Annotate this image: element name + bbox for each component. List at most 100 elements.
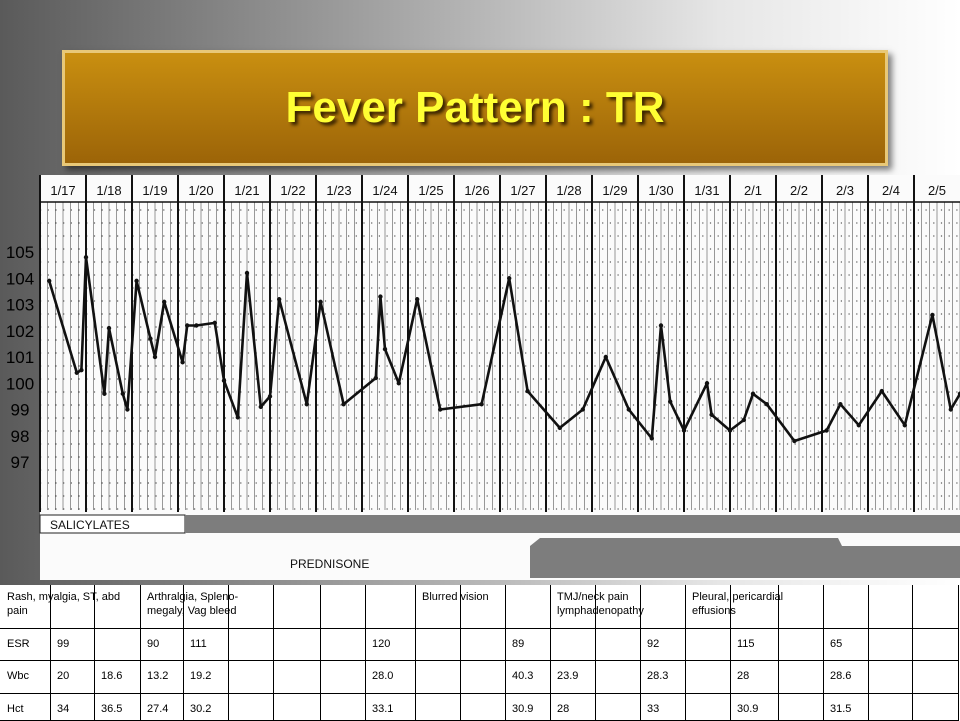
table-cell: [730, 585, 779, 629]
y-tick-label: 104: [6, 269, 34, 288]
table-cell: [868, 660, 913, 694]
table-cell: [273, 660, 321, 694]
cell-text: 30.2: [190, 703, 212, 715]
fever-point: [557, 425, 562, 431]
x-tick-label: 2/3: [836, 183, 854, 198]
slide-title: Fever Pattern : TR: [285, 83, 665, 132]
cell-text: Wbc: [7, 670, 29, 682]
table-cell: [228, 660, 274, 694]
table-cell: [685, 660, 731, 694]
table-cell: [183, 660, 229, 694]
x-tick-label: 1/27: [510, 183, 535, 198]
table-cell: [868, 585, 913, 629]
fever-point: [792, 438, 797, 444]
table-cell: [730, 628, 779, 661]
table-cell: [595, 585, 641, 629]
fever-point: [838, 402, 843, 407]
fever-point: [106, 325, 112, 331]
table-cell: [912, 628, 959, 661]
cell-text: 120: [372, 638, 391, 650]
table-cell: [140, 660, 184, 694]
fever-point: [373, 375, 378, 381]
table-cell: [550, 660, 596, 694]
fever-point: [47, 278, 52, 284]
cell-text: 33.1: [372, 703, 394, 715]
cell-text: 99: [57, 638, 70, 650]
x-tick-label: 1/18: [96, 183, 121, 198]
x-tick-label: 1/20: [188, 183, 213, 198]
fever-point: [221, 378, 227, 383]
fever-point: [415, 297, 420, 302]
header-text: Blurred vision: [422, 591, 489, 603]
fever-point: [580, 407, 585, 412]
table-cell: [778, 585, 824, 629]
fever-point: [83, 255, 89, 260]
prednisone-bar: [530, 538, 960, 578]
x-tick-label: 1/31: [694, 183, 719, 198]
table-cell: [365, 660, 416, 694]
fever-point: [507, 276, 512, 281]
cell-text: 92: [647, 638, 660, 650]
table-cell: [685, 585, 731, 629]
header-text: Arthralgia, Spleno-megaly, Vag bleed: [147, 591, 239, 617]
table-cell: [685, 693, 731, 721]
y-tick-label: 102: [6, 322, 34, 341]
fever-point: [396, 381, 401, 386]
fever-point: [479, 402, 484, 407]
table-cell: [640, 660, 686, 694]
fever-point: [318, 299, 323, 305]
fever-chart: 1/17 1/18 1/19 1/20 1/21 1/22 1/23 1/24 1/25 1/26…: [6, 175, 960, 580]
fever-point: [152, 354, 158, 360]
x-tick-label: 1/24: [372, 183, 397, 198]
table-cell: [640, 585, 686, 629]
table-cell: [823, 628, 869, 661]
table-cell: [823, 660, 869, 694]
cell-text: 65: [830, 638, 843, 650]
fever-point: [764, 402, 769, 407]
table-cell: [505, 585, 551, 629]
table-cell: [415, 660, 461, 694]
cell-text: 111: [190, 638, 207, 650]
fever-point: [525, 388, 530, 394]
lab-table: Rash, myalgia, ST, abd pain Arthralgia, S…: [0, 585, 960, 721]
fever-point: [438, 407, 443, 412]
table-cell: [415, 628, 461, 661]
x-tick-label: 2/5: [928, 183, 946, 198]
table-cell: [505, 628, 551, 661]
table-cell: [273, 693, 321, 721]
fever-point: [603, 354, 608, 360]
x-tick-label: 2/1: [744, 183, 762, 198]
salicylates-bar: [185, 515, 960, 533]
table-cell: [320, 585, 366, 629]
table-cell: [415, 693, 461, 721]
fever-point: [750, 391, 756, 396]
fever-point: [304, 402, 309, 407]
cell-text: 40.3: [512, 670, 534, 682]
table-cell: [550, 628, 596, 661]
y-tick-label: 105: [6, 243, 34, 262]
table-cell: [460, 660, 506, 694]
table-cell: [912, 660, 959, 694]
fever-point: [879, 388, 884, 394]
x-tick-label: 2/2: [790, 183, 808, 198]
fever-point: [824, 428, 829, 433]
therapy-label: SALICYLATES: [50, 518, 130, 532]
cell-text: 90: [147, 638, 160, 650]
fever-point: [681, 428, 687, 433]
cell-text: 19.2: [190, 670, 212, 682]
table-cell: [140, 628, 184, 661]
fever-point: [180, 360, 185, 365]
table-cell: [460, 585, 506, 629]
table-cell: [595, 660, 641, 694]
fever-point: [267, 394, 273, 399]
fever-point: [277, 297, 282, 302]
header-text: Rash, myalgia, ST, abd pain: [7, 591, 121, 617]
cell-text: 20: [57, 670, 70, 682]
cell-text: 27.4: [147, 703, 169, 715]
table-cell: [365, 585, 416, 629]
table-cell: [912, 585, 959, 629]
cell-text: 28.6: [830, 670, 852, 682]
fever-point: [378, 294, 383, 299]
fever-point: [341, 402, 346, 407]
cell-text: 30.9: [737, 703, 759, 715]
